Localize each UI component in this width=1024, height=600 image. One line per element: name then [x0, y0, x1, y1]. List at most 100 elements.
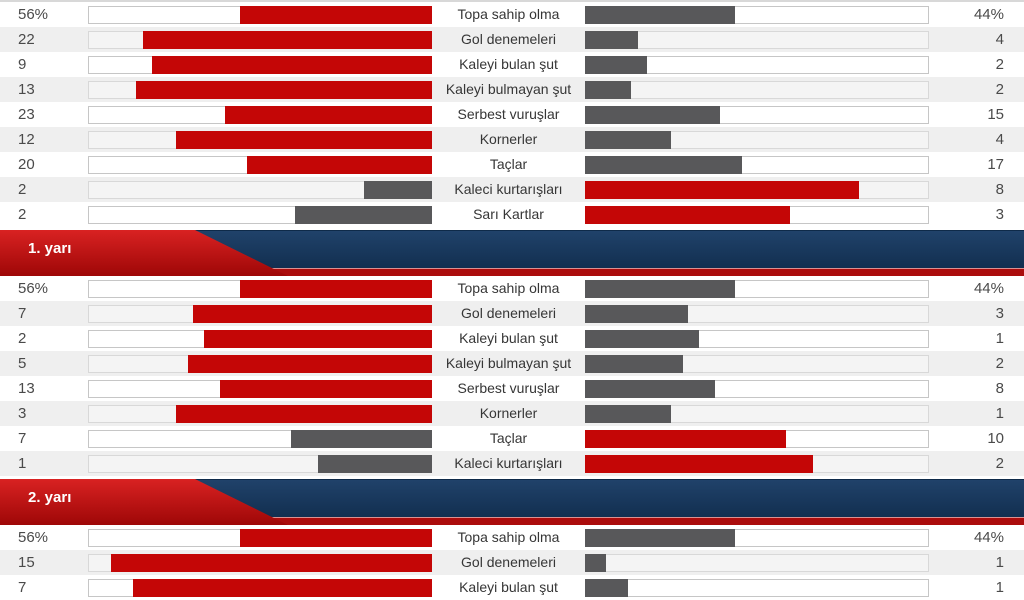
home-bar-track	[88, 355, 432, 373]
home-bar-track	[88, 430, 432, 448]
home-bar-track	[88, 206, 432, 224]
away-value: 1	[995, 330, 1004, 347]
away-bar	[585, 280, 736, 298]
home-bar	[291, 430, 432, 448]
home-bar	[111, 554, 432, 572]
stat-label: Gol denemeleri	[461, 554, 556, 570]
away-value: 44%	[973, 280, 1004, 297]
home-value: 22	[18, 31, 35, 48]
section-title: 2. yarı	[28, 489, 72, 506]
home-bar	[240, 280, 432, 298]
stat-label: Gol denemeleri	[461, 305, 556, 321]
away-value: 1	[995, 405, 1004, 422]
stat-label: Kornerler	[479, 405, 538, 421]
stat-row: 15 Gol denemeleri 1	[0, 550, 1024, 575]
home-value: 56%	[18, 6, 49, 23]
stat-label: Topa sahip olma	[457, 280, 560, 296]
away-value: 44%	[973, 6, 1004, 23]
away-bar-track	[585, 131, 929, 149]
stat-label: Topa sahip olma	[457, 6, 560, 22]
home-bar	[318, 455, 432, 473]
away-bar	[585, 380, 716, 398]
away-bar	[585, 330, 699, 348]
stat-row: 13 Serbest vuruşlar 8	[0, 376, 1024, 401]
section-header: 2. yarı	[0, 479, 1024, 525]
home-bar-track	[88, 56, 432, 74]
away-bar	[585, 156, 743, 174]
away-bar	[585, 529, 736, 547]
away-bar-track	[585, 280, 929, 298]
away-bar-track	[585, 305, 929, 323]
stat-row: 20 Taçlar 17	[0, 152, 1024, 177]
home-bar-track	[88, 554, 432, 572]
away-bar-track	[585, 355, 929, 373]
away-bar-track	[585, 430, 929, 448]
stat-label: Taçlar	[489, 430, 528, 446]
away-bar-track	[585, 56, 929, 74]
stat-label: Kaleyi bulan şut	[459, 579, 558, 595]
away-bar-track	[585, 579, 929, 597]
home-bar-track	[88, 305, 432, 323]
home-bar-track	[88, 106, 432, 124]
away-value: 2	[995, 455, 1004, 472]
away-value: 15	[987, 106, 1004, 123]
stat-row: 7 Gol denemeleri 3	[0, 301, 1024, 326]
stat-row: 2 Sarı Kartlar 3	[0, 202, 1024, 227]
home-value: 56%	[18, 280, 49, 297]
away-bar	[585, 31, 638, 49]
away-bar-track	[585, 330, 929, 348]
away-bar-track	[585, 106, 929, 124]
home-bar	[363, 181, 432, 199]
stat-label: Serbest vuruşlar	[457, 380, 560, 396]
home-bar-track	[88, 579, 432, 597]
home-bar-track	[88, 280, 432, 298]
home-value: 2	[18, 206, 27, 223]
home-bar	[240, 529, 432, 547]
home-bar-track	[88, 181, 432, 199]
ribbon-strip	[0, 517, 1024, 525]
away-bar-track	[585, 206, 929, 224]
stat-label: Kaleyi bulan şut	[459, 56, 558, 72]
away-bar	[585, 81, 631, 99]
stat-label: Sarı Kartlar	[473, 206, 544, 222]
away-bar-track	[585, 455, 929, 473]
home-bar	[240, 6, 432, 24]
home-value: 5	[18, 355, 27, 372]
home-bar	[247, 156, 432, 174]
stat-label: Kaleci kurtarışları	[454, 455, 563, 471]
away-bar-track	[585, 31, 929, 49]
away-value: 4	[995, 31, 1004, 48]
away-bar-track	[585, 81, 929, 99]
stat-label: Gol denemeleri	[461, 31, 556, 47]
away-bar-track	[585, 181, 929, 199]
away-value: 3	[995, 206, 1004, 223]
stat-row: 7 Taçlar 10	[0, 426, 1024, 451]
stat-label: Kaleyi bulan şut	[459, 330, 558, 346]
away-bar	[585, 181, 859, 199]
stat-label: Kaleyi bulmayan şut	[445, 81, 572, 97]
home-bar	[152, 56, 432, 74]
stat-label: Topa sahip olma	[457, 529, 560, 545]
away-value: 44%	[973, 529, 1004, 546]
stat-row: 3 Kornerler 1	[0, 401, 1024, 426]
home-bar	[220, 380, 432, 398]
home-bar	[295, 206, 432, 224]
home-value: 7	[18, 305, 27, 322]
stat-label: Kaleci kurtarışları	[454, 181, 563, 197]
away-value: 3	[995, 305, 1004, 322]
home-bar-track	[88, 81, 432, 99]
away-bar-track	[585, 554, 929, 572]
home-value: 7	[18, 430, 27, 447]
home-bar-track	[88, 131, 432, 149]
stat-row: 56% Topa sahip olma 44%	[0, 276, 1024, 301]
away-value: 10	[987, 430, 1004, 447]
away-bar	[585, 6, 736, 24]
home-bar-track	[88, 31, 432, 49]
home-value: 7	[18, 579, 27, 596]
home-bar	[187, 355, 432, 373]
stats-section: 56% Topa sahip olma 44% 7 Gol denemeleri…	[0, 276, 1024, 476]
away-bar	[585, 305, 688, 323]
away-bar	[585, 355, 683, 373]
away-bar-track	[585, 156, 929, 174]
